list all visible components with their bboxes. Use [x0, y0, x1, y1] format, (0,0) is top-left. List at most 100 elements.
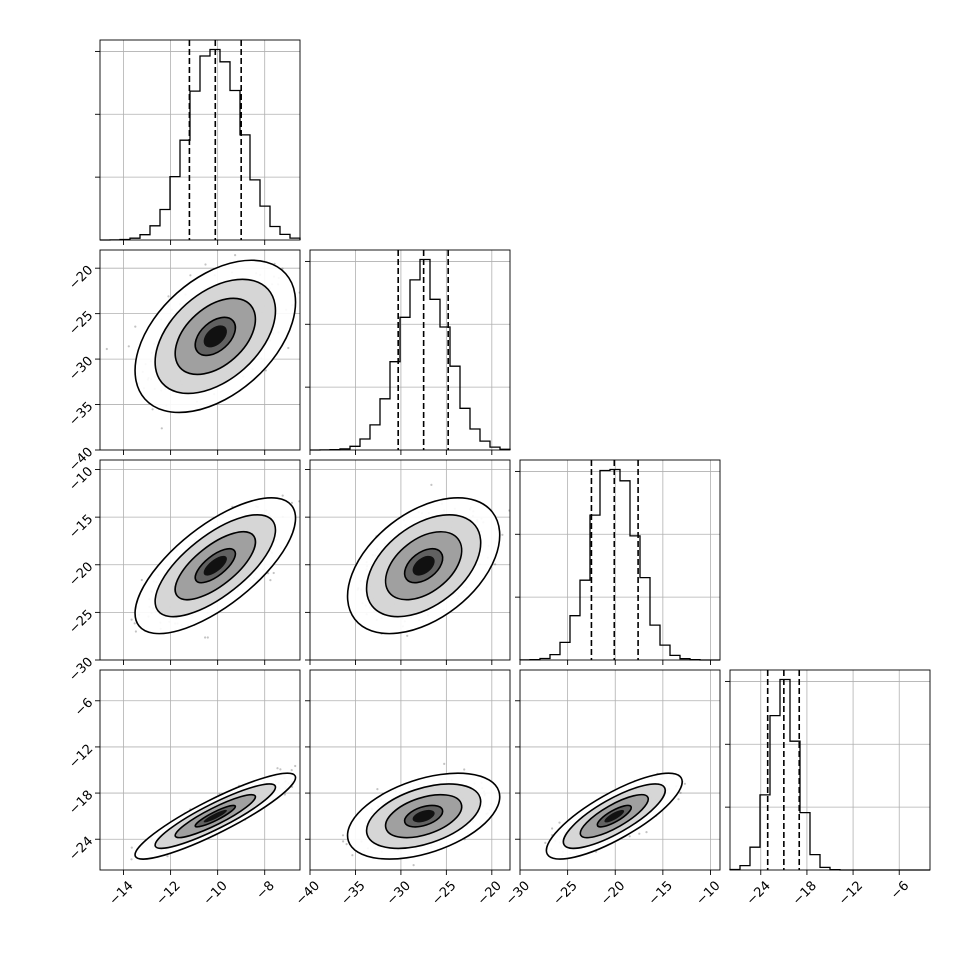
scatter-point [544, 841, 547, 845]
y-tick-label: −6 [72, 695, 96, 719]
scatter-point [294, 764, 297, 768]
scatter-point [430, 483, 433, 486]
x-tick-label: −12 [836, 878, 866, 908]
y-tick-label: −25 [66, 607, 96, 637]
scatter-point [189, 274, 192, 277]
x-tick-label: −30 [384, 878, 414, 908]
scatter-point [342, 840, 345, 843]
contour-line [545, 772, 683, 860]
scatter-point [679, 791, 682, 795]
histogram-step-line [100, 48, 301, 241]
contour-line [154, 783, 277, 850]
y-tick-label: −18 [66, 788, 96, 818]
scatter-point [204, 263, 207, 266]
scatter-point [306, 783, 308, 785]
scatter-point [341, 834, 345, 837]
panel-frame [309, 669, 511, 871]
scatter-point [204, 636, 207, 639]
scatter-panel-3-1 [99, 459, 301, 661]
scatter-point [551, 827, 554, 830]
scatter-point [494, 563, 497, 566]
x-tick-label: −10 [201, 878, 231, 908]
density-core [203, 809, 227, 823]
scatter-point [166, 855, 169, 858]
scatter-point [628, 835, 631, 838]
scatter-point [645, 831, 648, 834]
scatter-point [638, 832, 641, 835]
density-core [203, 325, 227, 348]
scatter-point [130, 846, 133, 849]
y-tick-label: −30 [66, 655, 96, 685]
y-tick-label: −20 [66, 559, 96, 589]
panel-frame [99, 669, 301, 871]
contour-line [134, 772, 297, 860]
scatter-point [130, 858, 133, 861]
scatter-point [276, 767, 279, 770]
scatter-point [290, 769, 293, 772]
y-tick-label: −35 [66, 399, 96, 429]
panel-frame [519, 459, 721, 661]
scatter-point [206, 636, 209, 639]
x-tick-label: −40 [293, 878, 323, 908]
scatter-point [443, 762, 446, 766]
contour-line [174, 297, 257, 376]
x-tick-label: −10 [694, 878, 724, 908]
contour-line [134, 497, 297, 635]
y-tick-label: −25 [66, 308, 96, 338]
scatter-point [287, 346, 290, 350]
scatter-panel-4-1 [99, 669, 309, 871]
scatter-point [406, 634, 409, 637]
x-tick-label: −20 [598, 878, 628, 908]
contour-line [154, 278, 277, 395]
scatter-point [290, 501, 293, 504]
x-tick-label: −24 [744, 878, 774, 908]
scatter-point [167, 295, 170, 298]
panel-frame [519, 669, 721, 871]
y-tick-label: −24 [66, 834, 96, 864]
scatter-point [105, 347, 108, 351]
contour-line [346, 772, 501, 860]
scatter-point [275, 242, 277, 244]
x-tick-label: −12 [154, 878, 184, 908]
scatter-point [134, 630, 137, 633]
y-tick-label: −20 [66, 263, 96, 293]
x-tick-label: −15 [646, 878, 676, 908]
scatter-point [683, 782, 687, 785]
y-tick-label: −12 [66, 742, 96, 772]
panel-frame [309, 459, 511, 661]
y-tick-label: −15 [66, 512, 96, 542]
scatter-point [351, 854, 354, 857]
x-tick-label: −8 [254, 878, 278, 902]
contour-line [403, 804, 444, 828]
contour-line [384, 530, 463, 601]
scatter-panel-4-2 [309, 669, 511, 871]
contour-line [194, 316, 237, 357]
density-core [604, 809, 625, 823]
scatter-point [677, 798, 680, 801]
scatter-point [130, 618, 133, 621]
scatter-point [140, 578, 143, 582]
density-core [412, 809, 435, 823]
x-tick-label: −18 [790, 878, 820, 908]
contour-line [174, 530, 257, 601]
contour-line [365, 783, 482, 850]
scatter-point [151, 408, 154, 411]
contour-line [384, 793, 463, 839]
scatter-point [160, 427, 163, 430]
scatter-point [307, 782, 309, 784]
panel-frame [99, 249, 301, 451]
scatter-point [283, 793, 286, 796]
contour-line [365, 513, 482, 618]
histogram-panel-1 [95, 39, 301, 241]
scatter-point [127, 345, 130, 348]
scatter-point [282, 242, 284, 244]
scatter-panel-3-2 [309, 459, 511, 661]
x-tick-label: −35 [338, 878, 368, 908]
panel-frame [309, 249, 511, 451]
scatter-point [345, 843, 348, 846]
scatter-point [281, 494, 284, 497]
scatter-point [134, 325, 137, 328]
histogram-panel-3 [515, 459, 721, 661]
scatter-point [269, 579, 272, 582]
contour-line [194, 547, 237, 584]
